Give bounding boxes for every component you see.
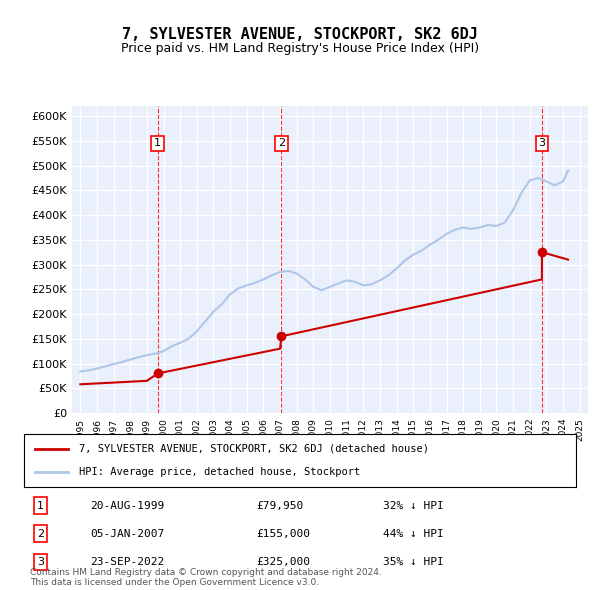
Text: 3: 3 bbox=[37, 557, 44, 567]
Text: 1: 1 bbox=[37, 500, 44, 510]
Text: 35% ↓ HPI: 35% ↓ HPI bbox=[383, 557, 443, 567]
Text: 2: 2 bbox=[37, 529, 44, 539]
Text: £79,950: £79,950 bbox=[256, 500, 303, 510]
Text: £155,000: £155,000 bbox=[256, 529, 310, 539]
Text: 20-AUG-1999: 20-AUG-1999 bbox=[90, 500, 164, 510]
Text: 1: 1 bbox=[154, 138, 161, 148]
Text: 3: 3 bbox=[538, 138, 545, 148]
Text: 05-JAN-2007: 05-JAN-2007 bbox=[90, 529, 164, 539]
Text: 2: 2 bbox=[278, 138, 285, 148]
Text: Contains HM Land Registry data © Crown copyright and database right 2024.
This d: Contains HM Land Registry data © Crown c… bbox=[30, 568, 382, 587]
Text: 32% ↓ HPI: 32% ↓ HPI bbox=[383, 500, 443, 510]
Text: 23-SEP-2022: 23-SEP-2022 bbox=[90, 557, 164, 567]
Text: 7, SYLVESTER AVENUE, STOCKPORT, SK2 6DJ: 7, SYLVESTER AVENUE, STOCKPORT, SK2 6DJ bbox=[122, 27, 478, 41]
Text: Price paid vs. HM Land Registry's House Price Index (HPI): Price paid vs. HM Land Registry's House … bbox=[121, 42, 479, 55]
Text: £325,000: £325,000 bbox=[256, 557, 310, 567]
Text: HPI: Average price, detached house, Stockport: HPI: Average price, detached house, Stoc… bbox=[79, 467, 361, 477]
Text: 44% ↓ HPI: 44% ↓ HPI bbox=[383, 529, 443, 539]
Text: 7, SYLVESTER AVENUE, STOCKPORT, SK2 6DJ (detached house): 7, SYLVESTER AVENUE, STOCKPORT, SK2 6DJ … bbox=[79, 444, 429, 454]
